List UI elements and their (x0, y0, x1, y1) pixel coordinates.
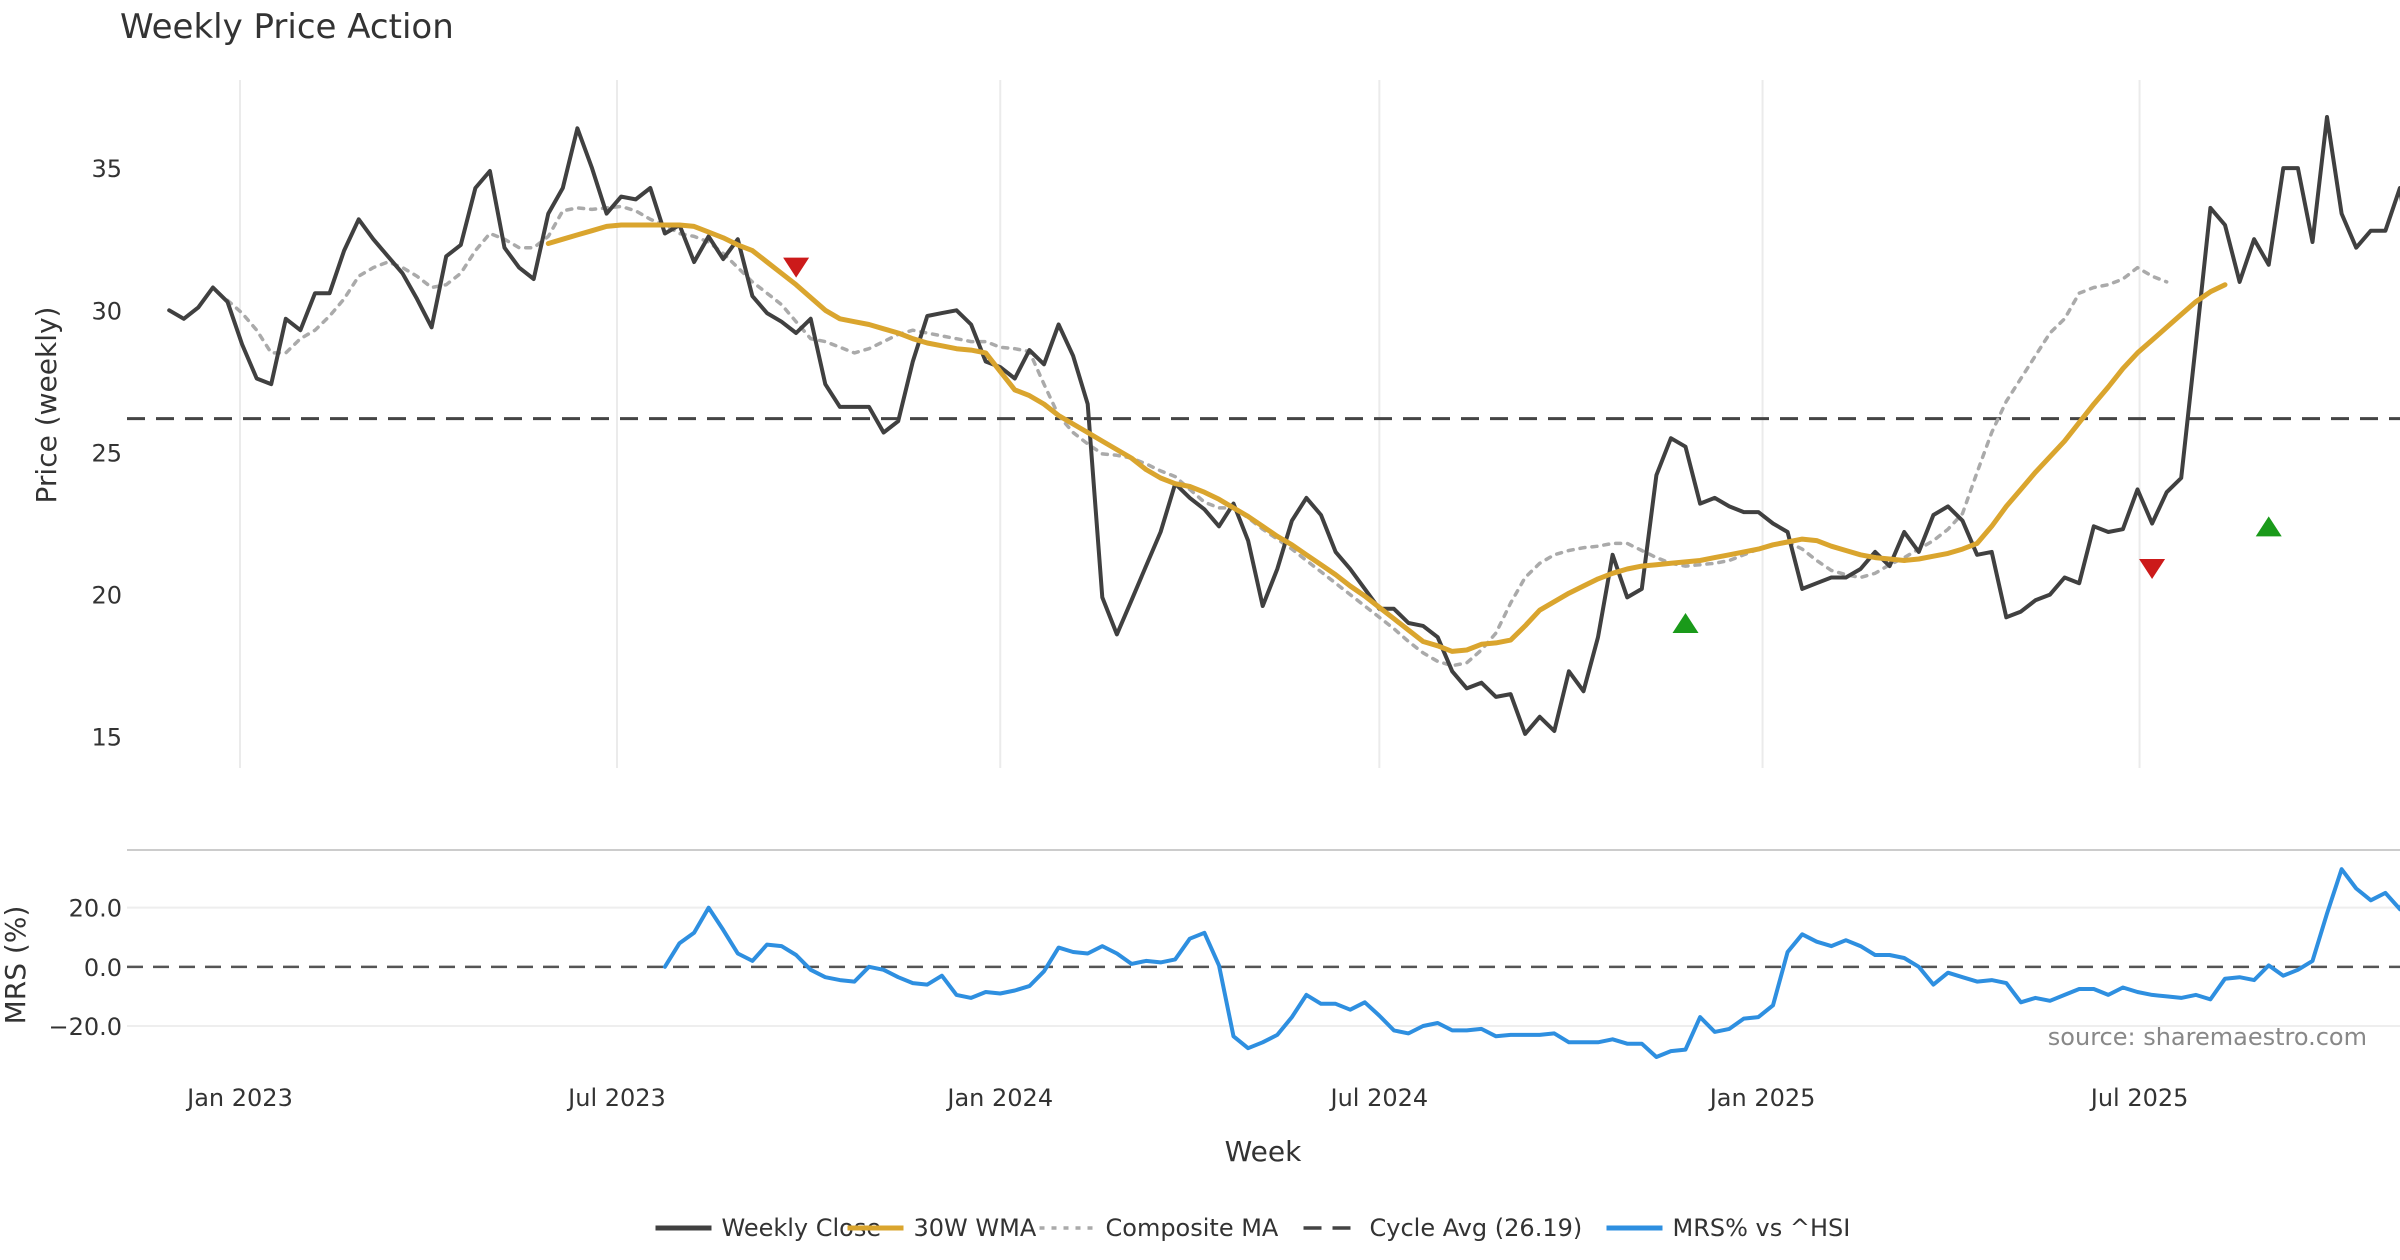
x-tick-label: Jul 2023 (566, 1084, 666, 1112)
chart-title: Weekly Price Action (120, 7, 454, 47)
legend: Weekly Close 30W WMA Composite MA Cycle Avg… (655, 1214, 1851, 1242)
sell-signal-marker (2139, 558, 2166, 579)
price-panel: 15 20 25 30 35 (91, 115, 2400, 752)
30w-wma-line (545, 222, 2228, 654)
x-axis-ticks: Jan 2023 Jul 2023 Jan 2024 Jul 2024 Jan 2025… (185, 1084, 2188, 1112)
legend-label: Composite MA (1106, 1214, 1279, 1242)
buy-signal-marker (1672, 613, 1699, 634)
mrs-y-axis-title: MRS (%) (0, 906, 32, 1025)
price-y-tick-label: 35 (91, 155, 122, 183)
x-tick-label: Jan 2025 (1708, 1084, 1816, 1112)
x-tick-label: Jul 2025 (2089, 1084, 2189, 1112)
mrs-y-tick-label: 0.0 (84, 954, 122, 982)
legend-label: 30W WMA (914, 1214, 1037, 1242)
composite-ma-line (225, 204, 2169, 668)
price-y-tick-label: 20 (91, 582, 122, 610)
price-y-axis-title: Price (weekly) (30, 307, 63, 504)
mrs-y-tick-label: 20.0 (69, 895, 122, 923)
weekly-close-line (167, 115, 2400, 736)
source-annotation: source: sharemaestro.com (2048, 1023, 2367, 1051)
grid-layer (127, 80, 2400, 1027)
x-tick-label: Jan 2024 (945, 1084, 1053, 1112)
mrs-y-tick-label: −20.0 (48, 1013, 122, 1041)
buy-signal-marker (2255, 516, 2282, 537)
mrs-panel: −20.0 0.0 20.0 (48, 849, 2400, 1059)
mrs-vs-hsi-line (662, 867, 2400, 1059)
price-y-tick-label: 30 (91, 297, 122, 325)
x-tick-label: Jul 2024 (1328, 1084, 1428, 1112)
x-axis-title: Week (1225, 1135, 1302, 1168)
legend-label: MRS% vs ^HSI (1673, 1214, 1851, 1242)
x-tick-label: Jan 2023 (185, 1084, 293, 1112)
price-y-tick-label: 25 (91, 439, 122, 467)
legend-label: Cycle Avg (26.19) (1370, 1214, 1583, 1242)
sell-signal-marker (783, 257, 810, 278)
price-y-tick-label: 15 (91, 724, 122, 752)
